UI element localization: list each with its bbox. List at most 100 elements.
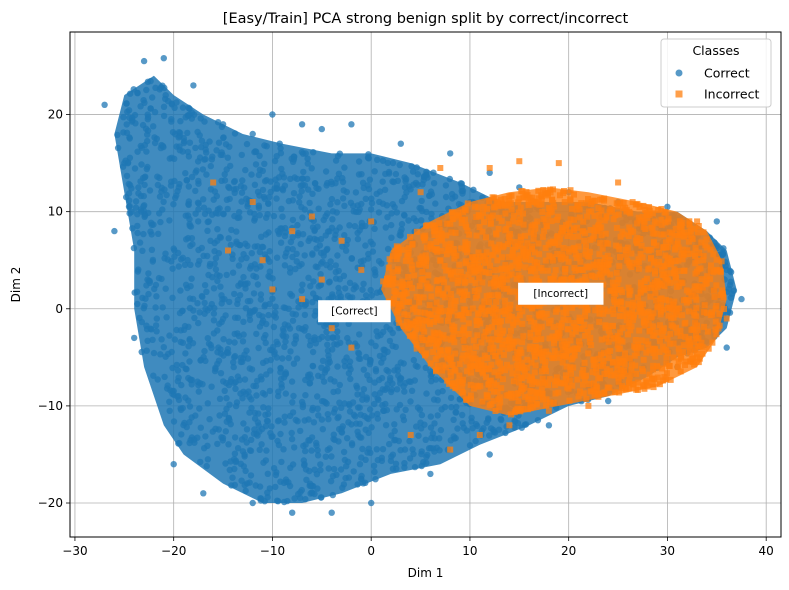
data-point xyxy=(532,394,539,401)
data-point xyxy=(686,218,693,225)
data-point xyxy=(575,233,582,240)
data-point xyxy=(685,238,692,245)
data-point xyxy=(249,499,256,507)
data-point xyxy=(337,339,344,346)
data-point xyxy=(368,499,375,507)
data-point xyxy=(438,351,445,358)
data-point xyxy=(135,184,142,191)
data-point xyxy=(366,356,374,364)
data-point xyxy=(554,216,560,223)
data-point xyxy=(463,397,470,403)
data-point xyxy=(187,261,194,268)
data-point xyxy=(394,307,401,314)
data-point xyxy=(606,384,613,391)
data-point xyxy=(453,403,460,411)
data-point xyxy=(294,232,302,239)
data-point xyxy=(531,326,538,332)
data-point xyxy=(393,243,400,250)
data-point xyxy=(309,250,316,257)
data-point xyxy=(356,331,363,338)
data-point xyxy=(629,307,636,314)
data-point xyxy=(487,385,494,392)
data-point xyxy=(496,394,503,401)
data-point xyxy=(583,372,589,379)
data-point xyxy=(470,186,477,193)
data-point xyxy=(456,396,463,403)
data-point xyxy=(254,377,261,385)
data-point xyxy=(227,421,234,428)
data-point xyxy=(515,260,522,267)
data-point xyxy=(191,314,198,322)
data-point xyxy=(447,240,454,247)
data-point xyxy=(214,119,222,126)
data-point xyxy=(688,293,695,300)
data-point xyxy=(267,188,274,196)
data-point xyxy=(346,408,354,415)
data-point xyxy=(246,309,254,316)
data-point xyxy=(547,317,554,324)
data-point xyxy=(569,382,576,389)
data-point xyxy=(224,205,231,213)
data-point xyxy=(530,348,537,355)
data-point xyxy=(272,303,279,310)
data-point xyxy=(539,208,546,215)
data-point xyxy=(236,292,244,299)
data-point xyxy=(460,316,467,323)
data-point xyxy=(144,337,151,344)
data-point xyxy=(128,185,135,192)
data-point xyxy=(322,232,329,239)
data-point xyxy=(251,415,259,422)
data-point xyxy=(341,400,348,407)
data-point xyxy=(698,339,705,346)
data-point xyxy=(582,247,589,254)
data-point xyxy=(705,345,712,352)
data-point xyxy=(414,404,422,411)
data-point xyxy=(455,209,461,216)
data-point xyxy=(357,258,365,265)
data-point xyxy=(530,198,537,205)
data-point xyxy=(346,222,353,229)
data-point xyxy=(181,261,189,268)
data-point xyxy=(588,201,595,207)
data-point xyxy=(212,255,220,262)
data-point xyxy=(200,490,207,497)
data-point xyxy=(523,189,530,195)
data-point xyxy=(231,354,238,361)
data-point xyxy=(295,325,303,332)
data-point xyxy=(658,216,665,223)
data-point xyxy=(221,387,228,394)
data-point xyxy=(648,254,654,261)
data-point xyxy=(422,252,429,259)
data-point xyxy=(692,294,699,301)
data-point xyxy=(447,220,454,227)
data-point xyxy=(368,339,375,346)
data-point xyxy=(387,276,394,283)
data-point xyxy=(701,302,708,309)
data-point xyxy=(302,392,309,399)
data-point xyxy=(461,216,468,223)
data-point xyxy=(270,323,278,331)
data-point xyxy=(224,154,231,161)
data-point xyxy=(188,173,196,181)
data-point xyxy=(649,332,656,339)
data-point xyxy=(723,315,730,322)
data-point xyxy=(692,270,699,277)
data-point xyxy=(448,404,455,411)
data-point xyxy=(374,333,381,340)
data-point xyxy=(670,340,677,347)
data-point xyxy=(632,303,639,310)
data-point xyxy=(654,374,661,381)
data-point xyxy=(368,200,376,207)
data-point xyxy=(496,281,503,287)
data-point xyxy=(280,304,287,311)
data-point xyxy=(527,257,534,263)
data-point xyxy=(527,267,534,274)
data-point xyxy=(355,350,363,357)
data-point xyxy=(179,339,187,346)
data-point xyxy=(671,246,678,253)
data-point xyxy=(546,376,553,383)
data-point xyxy=(177,287,184,294)
data-point xyxy=(180,326,188,333)
data-point xyxy=(564,233,571,239)
data-point xyxy=(611,296,617,303)
